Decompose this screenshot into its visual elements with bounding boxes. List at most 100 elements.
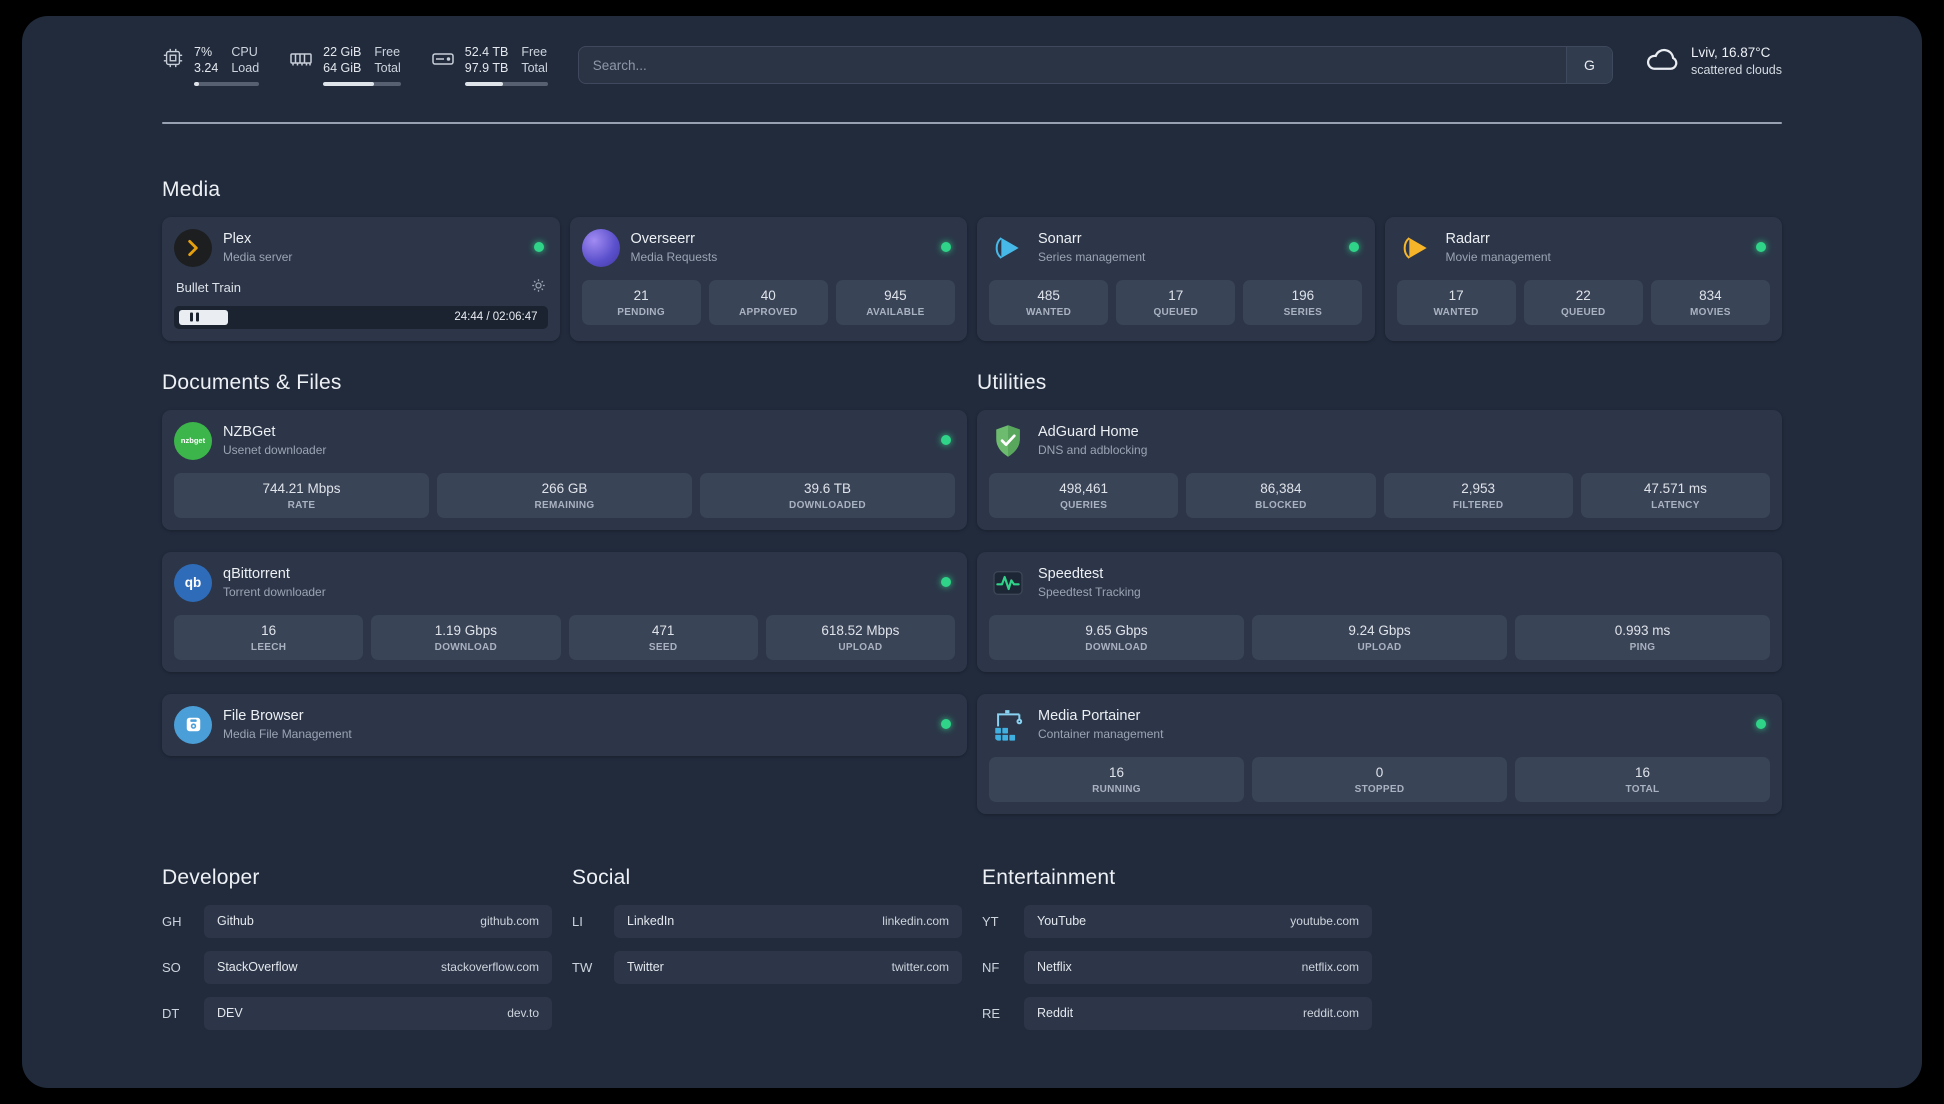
dashboard-panel: 7% 3.24 CPU Load	[22, 16, 1922, 1088]
stat-downloaded: 39.6 TB DOWNLOADED	[700, 472, 955, 518]
bookmark-reddit: RE Reddit reddit.com	[982, 996, 1372, 1030]
stat-value: 485	[1037, 287, 1060, 303]
cloud-icon	[1643, 44, 1681, 79]
stat-ping: 0.993 ms PING	[1515, 614, 1770, 660]
cpu-label: CPU	[231, 45, 258, 59]
bookmark-url: github.com	[480, 914, 539, 928]
stat-label: UPLOAD	[1357, 641, 1402, 653]
adguard-header: AdGuard Home DNS and adblocking	[989, 422, 1770, 460]
bookmark-group-social: Social LI LinkedIn linkedin.com TW Twitt…	[572, 866, 962, 984]
section-title-utilities: Utilities	[977, 370, 1047, 394]
stat-label: SEED	[648, 641, 678, 653]
disk-icon	[431, 47, 455, 86]
stat-label: STOPPED	[1354, 783, 1405, 795]
topbar-divider	[162, 121, 1782, 124]
bookmark-link-dev[interactable]: DEV dev.to	[204, 996, 552, 1030]
stat-value: 16	[1108, 764, 1125, 780]
stat-label: TOTAL	[1625, 783, 1660, 795]
bookmark-group-title: Entertainment	[982, 865, 1116, 889]
pause-icon[interactable]	[190, 312, 199, 322]
section-documents: Documents & Files nzbget NZBGet Usenet d…	[162, 371, 967, 756]
cpu-widget: 7% 3.24 CPU Load	[162, 44, 260, 86]
service-card-qbittorrent[interactable]: qb qBittorrent Torrent downloader 16 LEE…	[162, 551, 967, 672]
stat-value: 471	[651, 622, 675, 638]
bookmark-link-stackoverflow[interactable]: StackOverflow stackoverflow.com	[204, 950, 552, 984]
service-card-portainer[interactable]: Media Portainer Container management 16 …	[977, 693, 1782, 814]
bookmark-link-github[interactable]: Github github.com	[204, 904, 552, 938]
portainer-status-dot	[1756, 718, 1766, 729]
service-card-overseerr[interactable]: Overseerr Media Requests 21 PENDING 40 A…	[569, 216, 967, 341]
stat-label: BLOCKED	[1255, 499, 1307, 511]
playback-progress-fill	[179, 309, 228, 325]
stat-upload: 9.24 Gbps UPLOAD	[1252, 614, 1507, 660]
bookmark-abbr: DT	[162, 1005, 180, 1021]
stat-wanted: 485 WANTED	[989, 279, 1109, 325]
speedtest-desc: Speedtest Tracking	[1038, 585, 1141, 599]
bookmark-name: YouTube	[1037, 914, 1087, 928]
stat-approved: 40 APPROVED	[708, 279, 828, 325]
nzbget-header: nzbget NZBGet Usenet downloader	[174, 421, 955, 460]
qbittorrent-status-dot	[941, 576, 951, 587]
playback-progress-bar[interactable]: 24:44 / 02:06:47	[174, 305, 548, 329]
search-input[interactable]	[578, 47, 1566, 83]
bookmark-url: twitter.com	[891, 960, 949, 974]
stat-available: 945 AVAILABLE	[835, 279, 955, 325]
stat-movies: 834 MOVIES	[1650, 279, 1770, 325]
filebrowser-header: File Browser Media File Management	[174, 705, 955, 744]
stat-upload: 618.52 Mbps UPLOAD	[765, 614, 955, 660]
bookmark-name: Netflix	[1037, 960, 1072, 974]
adguard-desc: DNS and adblocking	[1038, 443, 1148, 457]
bookmark-group-title: Social	[572, 865, 631, 889]
stat-value: 47.571 ms	[1643, 480, 1707, 496]
bookmark-link-reddit[interactable]: Reddit reddit.com	[1024, 996, 1372, 1030]
stat-value: 2,953	[1461, 480, 1496, 496]
bookmark-abbr: SO	[162, 959, 181, 975]
overseerr-stats: 21 PENDING 40 APPROVED 945 AVAILABLE	[581, 279, 956, 325]
service-card-nzbget[interactable]: nzbget NZBGet Usenet downloader 744.21 M…	[162, 409, 967, 530]
bookmark-abbr: YT	[982, 913, 999, 929]
bookmark-stackoverflow: SO StackOverflow stackoverflow.com	[162, 950, 552, 984]
memory-widget: 22 GiB 64 GiB Free Total	[289, 44, 401, 86]
settings-gear-icon[interactable]	[531, 278, 546, 298]
stat-value: 16	[261, 622, 277, 638]
memory-total-label: Total	[374, 61, 401, 76]
stat-filtered: 2,953 FILTERED	[1383, 472, 1573, 518]
memory-usage-fill	[323, 81, 375, 86]
bookmark-link-linkedin[interactable]: LinkedIn linkedin.com	[614, 904, 962, 938]
memory-usage-bar	[323, 81, 401, 86]
adguard-icon	[989, 422, 1027, 460]
service-card-sonarr[interactable]: Sonarr Series management 485 WANTED 17 Q…	[977, 216, 1375, 341]
plex-icon	[174, 228, 212, 267]
cpu-load-value: 3.24	[194, 61, 219, 76]
sonarr-header: Sonarr Series management	[989, 229, 1363, 267]
stat-label: RATE	[287, 499, 316, 511]
stat-download: 1.19 Gbps DOWNLOAD	[371, 614, 561, 660]
bookmark-youtube: YT YouTube youtube.com	[982, 904, 1372, 938]
cpu-usage-bar	[194, 81, 260, 86]
stat-stopped: 0 STOPPED	[1252, 756, 1507, 802]
radarr-icon	[1397, 229, 1435, 267]
stat-series: 196 SERIES	[1243, 279, 1363, 325]
service-card-adguard[interactable]: AdGuard Home DNS and adblocking 498,461 …	[977, 409, 1782, 530]
stat-label: WANTED	[1433, 306, 1479, 318]
stat-blocked: 86,384 BLOCKED	[1186, 472, 1376, 518]
speedtest-name: Speedtest	[1038, 566, 1104, 582]
search-provider-button[interactable]: G	[1565, 47, 1612, 83]
radarr-status-dot	[1756, 241, 1766, 252]
bookmark-link-twitter[interactable]: Twitter twitter.com	[614, 950, 962, 984]
disk-free-value: 52.4 TB	[464, 45, 509, 59]
service-card-radarr[interactable]: Radarr Movie management 17 WANTED 22 QUE…	[1384, 216, 1782, 341]
filebrowser-name: File Browser	[223, 708, 304, 724]
service-card-plex[interactable]: Plex Media server Bullet Train	[162, 216, 560, 341]
bookmark-name: Reddit	[1037, 1006, 1074, 1020]
bookmark-link-youtube[interactable]: YouTube youtube.com	[1024, 904, 1372, 938]
service-card-filebrowser[interactable]: File Browser Media File Management	[162, 693, 967, 756]
stat-label: LEECH	[250, 641, 287, 653]
service-card-speedtest[interactable]: Speedtest Speedtest Tracking 9.65 Gbps D…	[977, 551, 1782, 672]
stat-label: QUERIES	[1060, 499, 1108, 511]
stat-value: 9.24 Gbps	[1348, 622, 1411, 638]
stat-queries: 498,461 QUERIES	[989, 472, 1179, 518]
stat-value: 22	[1575, 287, 1591, 303]
nzbget-stats: 744.21 Mbps RATE 266 GB REMAINING 39.6 T…	[174, 472, 955, 518]
bookmark-link-netflix[interactable]: Netflix netflix.com	[1024, 950, 1372, 984]
